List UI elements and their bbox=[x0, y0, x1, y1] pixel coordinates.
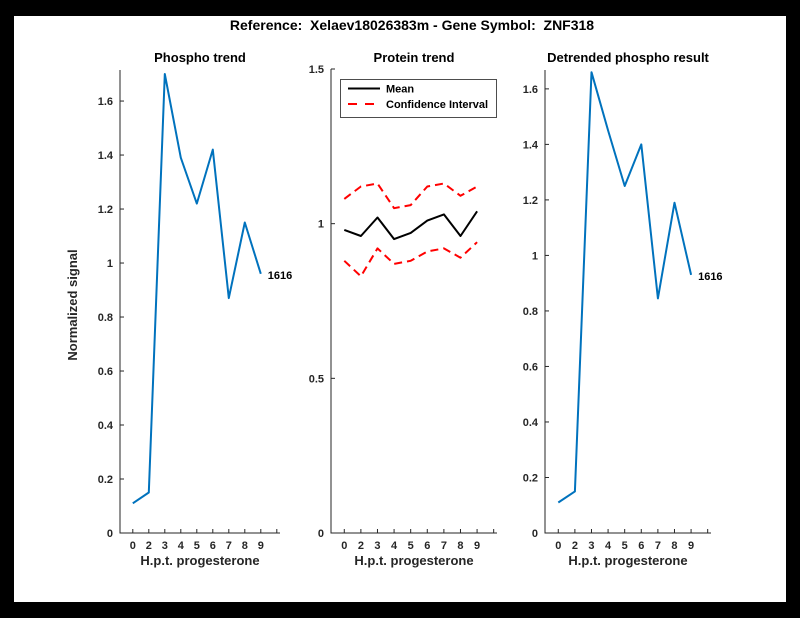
subplot3-x-tick-label: 5 bbox=[622, 540, 628, 552]
subplot3-title: Detrended phospho result bbox=[547, 50, 709, 65]
mean-line bbox=[343, 210, 478, 241]
subplot3-y-tick-label: 1.2 bbox=[523, 195, 538, 207]
subplot2-x-tick-label: 2 bbox=[358, 540, 364, 552]
subplot1-x-tick-label: 3 bbox=[162, 540, 168, 552]
subplot1-x-tick-label: 5 bbox=[194, 540, 200, 552]
subplot1-x-tick-label: 7 bbox=[226, 540, 232, 552]
subplot3-y-tick-label: 0.4 bbox=[523, 417, 539, 429]
subplot1-x-tick-label: 9 bbox=[258, 540, 264, 552]
subplot2-axes bbox=[330, 69, 497, 534]
subplot3-y-tick-label: 0.2 bbox=[523, 472, 538, 484]
subplot3-y-tick-label: 0.6 bbox=[523, 361, 538, 373]
subplot1-y-tick-label: 1 bbox=[107, 258, 113, 270]
subplot2-title: Protein trend bbox=[374, 50, 455, 65]
subplot1-y-tick-label: 1.6 bbox=[98, 96, 113, 108]
confidence-interval-upper-line bbox=[343, 182, 478, 210]
subplot1-x-tick-label: 6 bbox=[210, 540, 216, 552]
subplot3-y-tick-label: 1.6 bbox=[523, 84, 538, 96]
subplot3-x-tick-label: 7 bbox=[655, 540, 661, 552]
subplot1-axes bbox=[119, 70, 280, 534]
subplot1-y-tick-label: 0.2 bbox=[98, 474, 113, 486]
subplot3-x-tick-label: 0 bbox=[555, 540, 561, 552]
detrended-phospho-signal-line bbox=[557, 71, 693, 504]
subplot3-x-tick-label: 3 bbox=[588, 540, 594, 552]
subplot1-y-tick-label: 0.6 bbox=[98, 366, 113, 378]
subplot3-y-tick-label: 0.8 bbox=[523, 306, 538, 318]
subplot1-x-tick-label: 4 bbox=[178, 540, 185, 552]
subplot2-x-tick-label: 5 bbox=[408, 540, 414, 552]
subplot2-x-tick-label: 8 bbox=[457, 540, 463, 552]
subplot3-x-tick-label: 8 bbox=[671, 540, 677, 552]
subplot2-y-tick-label: 0.5 bbox=[309, 373, 324, 385]
subplot2-y-tick-label: 1 bbox=[318, 219, 324, 231]
subplot3-y-tick-label: 1 bbox=[532, 250, 538, 262]
subplot1-x-tick-label: 2 bbox=[146, 540, 152, 552]
legend: Mean Confidence Interval bbox=[340, 79, 497, 118]
subplot1-y-tick-label: 0 bbox=[107, 528, 113, 540]
phospho-signal-line bbox=[132, 73, 262, 505]
subplot1-y-tick-label: 1.2 bbox=[98, 204, 113, 216]
subplot1-x-tick-label: 0 bbox=[130, 540, 136, 552]
subplot2-x-tick-label: 9 bbox=[474, 540, 480, 552]
subplot2-x-tick-label: 4 bbox=[391, 540, 398, 552]
subplot2-x-tick-label: 7 bbox=[441, 540, 447, 552]
subplot1-y-tick-label: 0.8 bbox=[98, 312, 113, 324]
subplot1-y-tick-label: 0.4 bbox=[98, 420, 114, 432]
subplot3-x-tick-label: 2 bbox=[572, 540, 578, 552]
legend-ci-label: Confidence Interval bbox=[386, 99, 488, 111]
subplot2-x-tick-label: 0 bbox=[341, 540, 347, 552]
figure-title: Reference: Xelaev18026383m - Gene Symbol… bbox=[229, 17, 595, 33]
subplot2-x-tick-label: 6 bbox=[424, 540, 430, 552]
subplot3-x-tick-label: 9 bbox=[688, 540, 694, 552]
subplot3-y-tick-label: 1.4 bbox=[523, 139, 539, 151]
legend-mean-label: Mean bbox=[386, 84, 414, 96]
subplot3-x-tick-label: 4 bbox=[605, 540, 612, 552]
subplot1-title: Phospho trend bbox=[154, 50, 246, 65]
subplot3-end-label: 1616 bbox=[698, 271, 722, 283]
subplot3-axes bbox=[544, 70, 711, 534]
legend-box bbox=[340, 79, 497, 118]
subplot1-xlabel: H.p.t. progesterone bbox=[140, 553, 259, 568]
subplot2-y-tick-label: 1.5 bbox=[309, 64, 324, 76]
generated-plot-content: 00.20.40.60.811.21.41.60 2 3 4 5 6 7 8 9161600.5… bbox=[98, 64, 723, 552]
subplot1-end-label: 1616 bbox=[268, 270, 292, 282]
subplot1-x-tick-label: 8 bbox=[242, 540, 248, 552]
subplot3-x-tick-label: 6 bbox=[638, 540, 644, 552]
subplot3-xlabel: H.p.t. progesterone bbox=[568, 553, 687, 568]
subplot2-y-tick-label: 0 bbox=[318, 528, 324, 540]
subplot2-xlabel: H.p.t. progesterone bbox=[354, 553, 473, 568]
subplot3-y-tick-label: 0 bbox=[532, 528, 538, 540]
subplot2-x-tick-label: 3 bbox=[374, 540, 380, 552]
confidence-interval-lower-line bbox=[343, 241, 478, 278]
subplot1-ylabel: Normalized signal bbox=[65, 249, 80, 360]
subplot1-y-tick-label: 1.4 bbox=[98, 150, 114, 162]
